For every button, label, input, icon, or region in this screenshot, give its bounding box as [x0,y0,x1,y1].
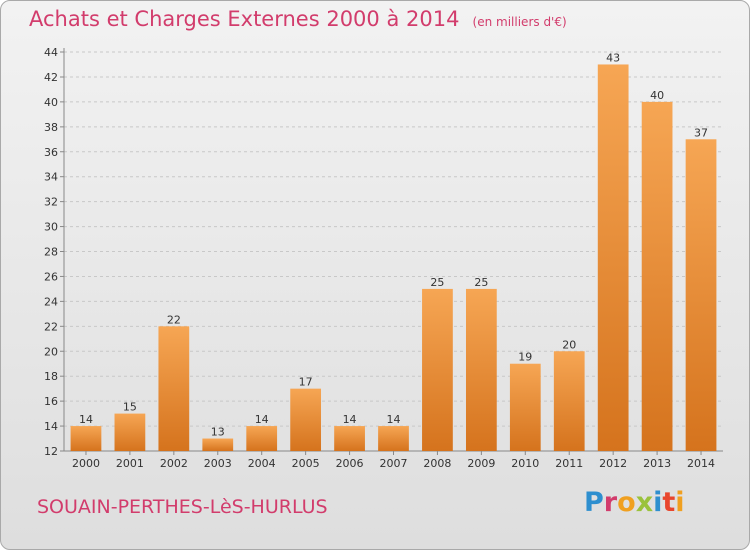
bar-layer [70,64,717,451]
x-tick-label: 2013 [643,457,671,470]
data-label: 14 [255,413,269,426]
bar [465,288,497,451]
bar [553,351,585,451]
bar [597,64,629,451]
bar [378,426,409,451]
brand-logo-letter: o [617,487,636,518]
x-tick-label: 2007 [380,457,408,470]
brand-logo-letter: i [653,487,663,518]
brand-logo-letter: t [662,487,676,518]
x-tick-label: 2000 [72,457,100,470]
data-label: 20 [562,338,576,351]
y-tick-label: 32 [44,196,58,209]
data-label: 37 [694,126,708,139]
label-layer: 14 15 22 13 14 17 14 14 25 25 19 20 43 40 37 [79,51,708,438]
bar [509,363,541,451]
y-tick-label: 42 [44,71,58,84]
data-label: 25 [474,276,488,289]
bar [290,388,322,451]
y-tick-label: 40 [44,96,58,109]
chart-title: Achats et Charges Externes 2000 à 2014 [29,7,460,31]
bar [202,438,234,451]
y-tick-label: 24 [44,295,58,308]
brand-logo-letter: i [675,487,685,518]
chart-subtitle: (en milliers d'€) [472,15,567,29]
y-tick-label: 12 [44,445,58,458]
y-tick-label: 18 [44,370,58,383]
axis-layer: 12 14 16 18 20 22 24 26 28 30 32 34 36 38 40 42 44 2000 20… [44,46,723,470]
y-tick-label: 38 [44,121,58,134]
data-label: 15 [123,401,137,414]
x-tick-label: 2010 [511,457,539,470]
y-tick-label: 26 [44,270,58,283]
x-tick-label: 2002 [160,457,188,470]
data-label: 25 [430,276,444,289]
y-tick-label: 22 [44,320,58,333]
bar [114,413,146,451]
y-tick-label: 28 [44,246,58,259]
bar [334,426,365,451]
data-label: 17 [299,376,313,389]
location-label: SOUAIN-PERTHES-LèS-HURLUS [37,496,328,518]
x-tick-label: 2011 [555,457,583,470]
x-tick-label: 2014 [687,457,715,470]
brand-logo: Proxiti [584,487,685,518]
x-tick-label: 2004 [248,457,276,470]
bar [685,139,717,451]
x-tick-label: 2005 [292,457,320,470]
data-label: 14 [79,413,93,426]
data-label: 13 [211,426,225,439]
x-tick-label: 2001 [116,457,144,470]
data-label: 43 [606,51,620,64]
bar [422,288,453,451]
data-label: 14 [343,413,357,426]
y-tick-label: 20 [44,345,58,358]
data-label: 19 [518,351,532,364]
bar [158,326,190,451]
x-tick-label: 2003 [204,457,232,470]
data-label: 14 [387,413,401,426]
x-tick-label: 2009 [467,457,495,470]
x-tick-label: 2012 [599,457,627,470]
data-label: 40 [650,89,664,102]
y-tick-label: 36 [44,146,58,159]
y-tick-label: 30 [44,221,58,234]
y-tick-label: 16 [44,395,58,408]
bar [246,426,278,451]
brand-logo-letter: P [584,487,604,518]
title-row: Achats et Charges Externes 2000 à 2014 (… [29,7,567,31]
y-tick-label: 44 [44,46,58,59]
brand-logo-letter: r [603,487,618,518]
brand-logo-letter: x [635,487,654,518]
y-tick-label: 14 [44,420,58,433]
x-tick-label: 2006 [336,457,364,470]
bar [70,426,102,451]
x-tick-label: 2008 [423,457,451,470]
data-label: 22 [167,313,181,326]
y-tick-label: 34 [44,171,58,184]
bar [641,101,673,451]
